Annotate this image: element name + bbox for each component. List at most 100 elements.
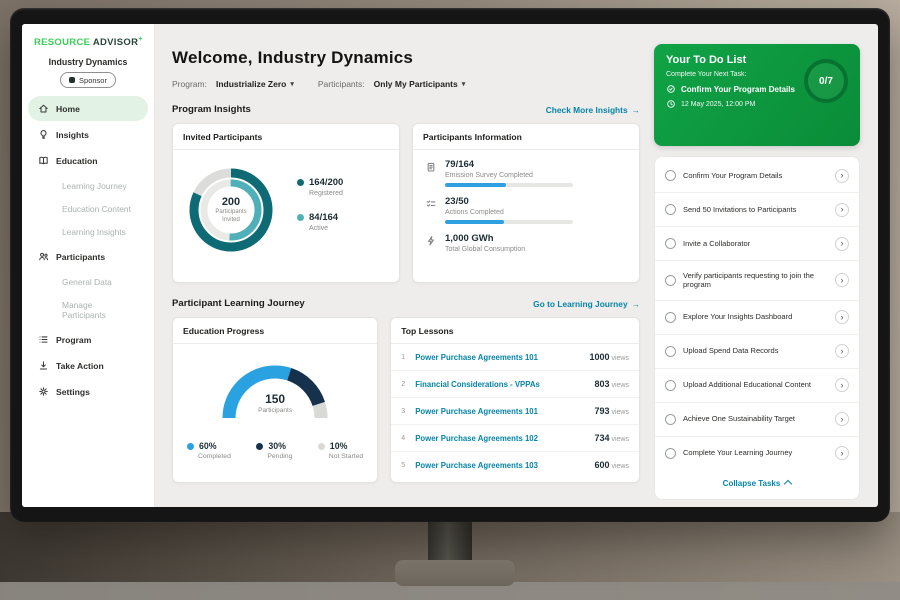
donut-center-label: Participants Invited bbox=[215, 209, 247, 223]
sidebar-item-learning-insights[interactable]: Learning Insights bbox=[62, 226, 126, 237]
legend-item: 164/200 Registered bbox=[297, 177, 343, 197]
check-circle-icon bbox=[667, 85, 675, 93]
task-checkbox[interactable] bbox=[665, 413, 676, 425]
todo-next-task-label: Confirm Your Program Details bbox=[681, 84, 795, 94]
program-filter-dropdown[interactable]: Industrialize Zero ▾ bbox=[216, 79, 294, 89]
go-to-learning-journey-link[interactable]: Go to Learning Journey → bbox=[533, 299, 640, 309]
todo-due-label: 12 May 2025, 12:00 PM bbox=[681, 100, 756, 108]
sidebar-item-label: Settings bbox=[56, 386, 90, 397]
sidebar-item-general-data[interactable]: General Data bbox=[62, 276, 112, 287]
legend-label: Not Started bbox=[328, 453, 364, 460]
app-logo: RESOURCE ADVISOR+ bbox=[34, 36, 154, 48]
chevron-right-icon[interactable]: › bbox=[835, 236, 849, 251]
education-progress-gauge: 150 Participants bbox=[217, 360, 333, 426]
todo-next-task[interactable]: Confirm Your Program Details bbox=[666, 84, 806, 94]
task-checkbox[interactable] bbox=[665, 204, 676, 215]
lesson-views: 734 bbox=[594, 433, 610, 443]
task-row[interactable]: Upload Spend Data Records › bbox=[655, 335, 859, 369]
chevron-right-icon[interactable]: › bbox=[835, 168, 849, 183]
sidebar-item-settings[interactable]: Settings bbox=[28, 379, 148, 404]
task-row[interactable]: Explore Your Insights Dashboard › bbox=[655, 301, 859, 335]
sponsor-badge[interactable]: Sponsor bbox=[60, 72, 116, 89]
stat-label: Total Global Consumption bbox=[445, 246, 526, 253]
task-label: Confirm Your Program Details bbox=[683, 170, 783, 180]
chevron-down-icon: ▾ bbox=[290, 81, 294, 88]
chevron-right-icon[interactable]: › bbox=[835, 202, 849, 217]
views-suffix: views bbox=[611, 382, 629, 389]
task-row[interactable]: Send 50 Invitations to Participants › bbox=[655, 193, 859, 227]
task-label: Upload Additional Educational Content bbox=[683, 380, 812, 390]
views-suffix: views bbox=[611, 436, 629, 443]
legend-label: Pending bbox=[267, 453, 293, 460]
lesson-link[interactable]: Power Purchase Agreements 101 bbox=[415, 406, 538, 416]
progress-bar bbox=[445, 183, 573, 187]
sidebar-item-take-action[interactable]: Take Action bbox=[28, 353, 148, 378]
task-checkbox[interactable] bbox=[665, 238, 676, 249]
stat-row: 1,000 GWh Total Global Consumption bbox=[413, 224, 639, 253]
task-row[interactable]: Upload Additional Educational Content › bbox=[655, 369, 859, 403]
program-filter-value: Industrialize Zero bbox=[215, 79, 287, 89]
lesson-views: 793 bbox=[594, 406, 610, 416]
org-name: Industry Dynamics bbox=[48, 57, 128, 68]
sidebar-item-program[interactable]: Program bbox=[28, 327, 148, 352]
desk-edge bbox=[0, 582, 900, 600]
task-checkbox[interactable] bbox=[665, 379, 676, 391]
link-label: Go to Learning Journey bbox=[533, 298, 628, 309]
task-checkbox[interactable] bbox=[665, 170, 676, 181]
task-label: Explore Your Insights Dashboard bbox=[683, 312, 793, 322]
link-label: Check More Insights bbox=[545, 104, 628, 115]
people-icon bbox=[39, 253, 49, 261]
lesson-rank: 4 bbox=[401, 434, 406, 442]
lesson-row: 5 Power Purchase Agreements 103 600 views bbox=[391, 452, 639, 478]
lesson-link[interactable]: Power Purchase Agreements 103 bbox=[415, 460, 538, 470]
task-row[interactable]: Complete Your Learning Journey › bbox=[655, 437, 859, 470]
sidebar-item-education-content[interactable]: Education Content bbox=[62, 203, 131, 214]
task-checkbox[interactable] bbox=[665, 274, 676, 286]
sidebar-item-insights[interactable]: Insights bbox=[28, 122, 148, 147]
chevron-glyph: › bbox=[840, 413, 844, 424]
lesson-link[interactable]: Power Purchase Agreements 101 bbox=[415, 352, 538, 362]
task-row[interactable]: Verify participants requesting to join t… bbox=[655, 261, 859, 301]
collapse-tasks-link[interactable]: Collapse Tasks bbox=[655, 470, 859, 497]
task-checkbox[interactable] bbox=[665, 311, 676, 323]
legend-label: Completed bbox=[198, 453, 231, 460]
task-row[interactable]: Confirm Your Program Details › bbox=[655, 159, 859, 193]
participants-filter-dropdown[interactable]: Only My Participants ▾ bbox=[374, 79, 466, 89]
task-row[interactable]: Achieve One Sustainability Target › bbox=[655, 403, 859, 437]
chevron-right-icon[interactable]: › bbox=[835, 344, 849, 358]
todo-progress-value: 0/7 bbox=[819, 75, 833, 87]
clock-icon bbox=[667, 100, 675, 108]
views-suffix: views bbox=[611, 463, 629, 470]
chevron-right-icon[interactable]: › bbox=[835, 273, 849, 288]
invited-participants-donut: 200 Participants Invited bbox=[185, 164, 277, 256]
education-progress-card: Education Progress 150 Participants bbox=[172, 317, 379, 483]
chevron-glyph: › bbox=[840, 379, 844, 390]
chevron-right-icon[interactable]: › bbox=[835, 378, 849, 392]
legend-value: 164/200 bbox=[309, 177, 344, 188]
lesson-rank: 3 bbox=[401, 407, 406, 415]
lesson-rank: 2 bbox=[401, 380, 406, 388]
program-insights-header: Program Insights Check More Insights → bbox=[172, 104, 640, 115]
legend-dot bbox=[317, 442, 325, 450]
chevron-right-icon[interactable]: › bbox=[835, 412, 849, 426]
insights-cards-row: Invited Participants 200 Participants In… bbox=[172, 123, 640, 283]
participants-filter-value: Only My Participants bbox=[373, 79, 458, 89]
chevron-right-icon[interactable]: › bbox=[835, 310, 849, 324]
learning-journey-header: Participant Learning Journey Go to Learn… bbox=[172, 298, 640, 309]
todo-title: Your To Do List bbox=[666, 54, 747, 66]
lesson-link[interactable]: Financial Considerations - VPPAs bbox=[415, 379, 540, 389]
task-checkbox[interactable] bbox=[665, 447, 676, 459]
lesson-link[interactable]: Power Purchase Agreements 102 bbox=[415, 433, 538, 443]
sidebar-item-manage-participants[interactable]: Manage Participants bbox=[62, 299, 106, 320]
sidebar-item-home[interactable]: Home bbox=[28, 96, 148, 122]
check-more-insights-link[interactable]: Check More Insights → bbox=[546, 105, 640, 115]
chevron-right-icon[interactable]: › bbox=[835, 446, 849, 460]
legend-item: 10% Not Started bbox=[317, 441, 364, 460]
task-checkbox[interactable] bbox=[665, 345, 676, 357]
section-title: Program Insights bbox=[172, 104, 251, 115]
sidebar: RESOURCE ADVISOR+ Industry Dynamics Spon… bbox=[22, 24, 155, 507]
sidebar-item-participants[interactable]: Participants bbox=[28, 244, 148, 269]
task-row[interactable]: Invite a Collaborator › bbox=[655, 227, 859, 261]
sidebar-item-learning-journey[interactable]: Learning Journey bbox=[62, 180, 127, 191]
sidebar-item-education[interactable]: Education bbox=[28, 148, 148, 173]
